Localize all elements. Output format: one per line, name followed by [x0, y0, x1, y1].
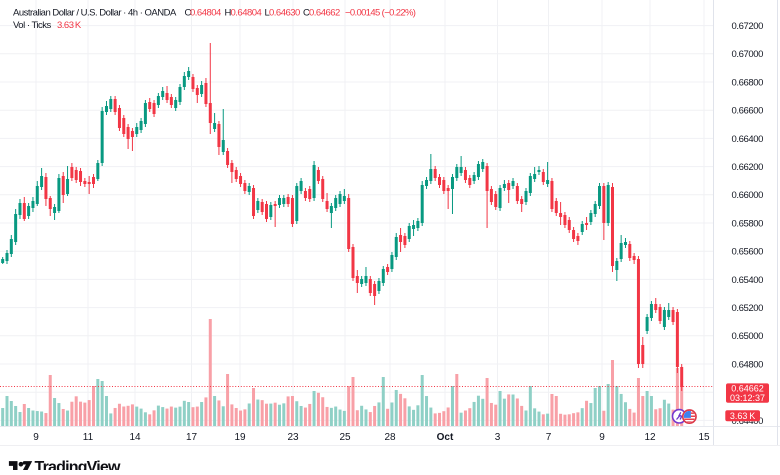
- svg-text:TradingView: TradingView: [35, 459, 122, 470]
- svg-text:0.66400: 0.66400: [732, 134, 764, 145]
- svg-text:0.64800: 0.64800: [732, 359, 764, 370]
- svg-text:0.65400: 0.65400: [732, 275, 764, 286]
- svg-text:23: 23: [287, 432, 299, 443]
- svg-text:0.64662: 0.64662: [309, 7, 340, 18]
- svg-text:0.64662: 0.64662: [731, 384, 764, 394]
- svg-text:0.66800: 0.66800: [732, 77, 764, 88]
- svg-text:0.65000: 0.65000: [732, 331, 764, 342]
- svg-text:−0.00145 (−0.22%): −0.00145 (−0.22%): [345, 7, 416, 18]
- svg-text:14: 14: [129, 432, 141, 443]
- svg-text:3.63 K: 3.63 K: [730, 411, 755, 421]
- svg-text:Australian Dollar / U.S. Dolla: Australian Dollar / U.S. Dollar · 4h · O…: [13, 7, 177, 18]
- svg-text:0.65600: 0.65600: [732, 247, 764, 258]
- svg-text:0.64630: 0.64630: [269, 7, 300, 18]
- svg-text:0.64804: 0.64804: [190, 7, 221, 18]
- svg-text:0.66000: 0.66000: [732, 190, 764, 201]
- svg-text:Vol · Ticks: Vol · Ticks: [13, 20, 52, 31]
- svg-text:Oct: Oct: [437, 432, 454, 443]
- svg-text:0.64804: 0.64804: [231, 7, 262, 18]
- svg-text:C: C: [303, 7, 310, 18]
- svg-text:25: 25: [339, 432, 351, 443]
- svg-text:19: 19: [234, 432, 246, 443]
- svg-text:0.66600: 0.66600: [732, 106, 764, 117]
- svg-text:H: H: [225, 7, 232, 18]
- svg-text:3: 3: [495, 432, 501, 443]
- svg-text:O: O: [185, 7, 192, 18]
- svg-text:28: 28: [384, 432, 396, 443]
- svg-text:L: L: [265, 7, 270, 18]
- svg-text:0.67000: 0.67000: [732, 49, 764, 60]
- svg-text:03:12:37: 03:12:37: [730, 393, 765, 403]
- svg-text:7: 7: [546, 432, 552, 443]
- svg-text:9: 9: [599, 432, 605, 443]
- svg-text:9: 9: [33, 432, 39, 443]
- svg-text:3.63 K: 3.63 K: [57, 20, 82, 31]
- svg-text:11: 11: [83, 432, 94, 443]
- svg-text:0.66200: 0.66200: [732, 162, 764, 173]
- svg-text:17: 17: [186, 432, 198, 443]
- svg-text:12: 12: [644, 432, 656, 443]
- svg-text:0.65200: 0.65200: [732, 303, 764, 314]
- svg-text:15: 15: [698, 432, 710, 443]
- svg-text:0.65800: 0.65800: [732, 218, 764, 229]
- svg-text:0.67200: 0.67200: [732, 21, 764, 32]
